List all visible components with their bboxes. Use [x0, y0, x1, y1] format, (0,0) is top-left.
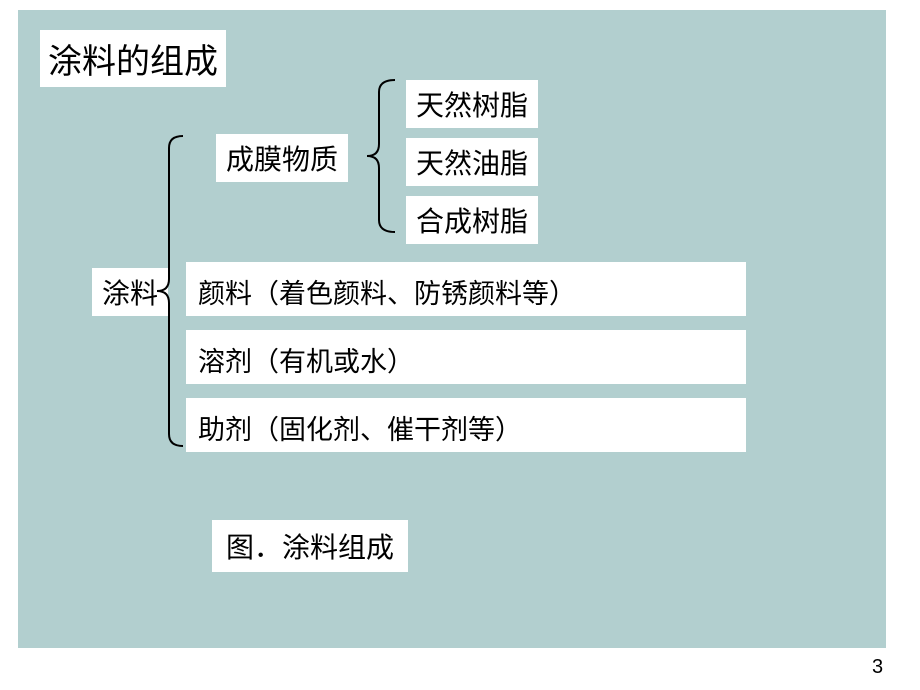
- film-child-1: 天然油脂: [406, 138, 538, 186]
- category-1: 溶剂（有机或水）: [186, 330, 746, 384]
- brace-sub: [366, 80, 396, 232]
- film-child-0: 天然树脂: [406, 80, 538, 128]
- brace-main: [156, 136, 184, 446]
- figure-caption: 图．涂料组成: [212, 520, 408, 572]
- film-child-2: 合成树脂: [406, 196, 538, 244]
- film-substance-label: 成膜物质: [216, 134, 348, 182]
- slide-title: 涂料的组成: [40, 30, 226, 87]
- category-0: 颜料（着色颜料、防锈颜料等）: [186, 262, 746, 316]
- category-2: 助剂（固化剂、催干剂等）: [186, 398, 746, 452]
- page-number: 3: [872, 656, 883, 679]
